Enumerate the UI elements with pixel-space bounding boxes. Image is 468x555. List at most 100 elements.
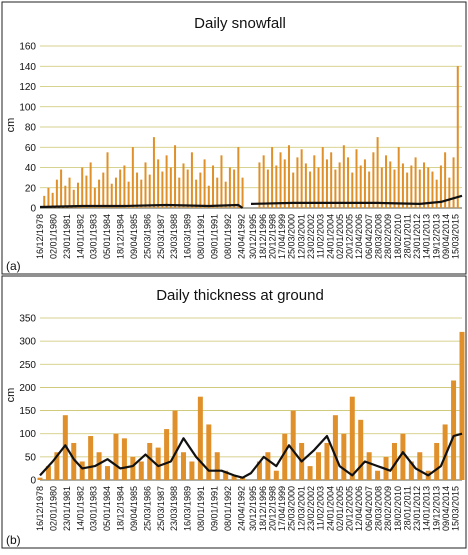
x-tick-label: 09/04/1985 — [129, 214, 139, 259]
snowfall-bar — [330, 152, 333, 208]
y-tick-label: 300 — [19, 337, 36, 348]
snowfall-bar — [397, 147, 400, 208]
thickness-bar — [459, 331, 465, 480]
snowfall-bar — [51, 192, 54, 208]
x-tick-label: 02/01/2005 — [335, 214, 345, 259]
x-tick-label: 25/03/2000 — [287, 486, 297, 531]
x-tick-label: 18/12/1996 — [258, 486, 268, 531]
snowfall-bar — [313, 155, 316, 208]
snowfall-bar — [152, 137, 155, 208]
x-tick-label: 28/02/2009 — [383, 486, 393, 531]
x-tick-label: 20/12/1998 — [267, 214, 277, 259]
snowfall-bar — [393, 169, 396, 208]
y-tick-label: 120 — [19, 82, 36, 93]
snowfall-bar — [334, 169, 337, 208]
snowfall-bar — [93, 187, 96, 208]
snowfall-bar — [279, 152, 282, 208]
snowfall-bar — [165, 155, 168, 208]
x-tick-label: 23/03/1988 — [169, 214, 179, 259]
x-tick-label: 28/03/2008 — [374, 214, 384, 259]
thickness-bar — [71, 442, 77, 480]
x-tick-label: 02/01/1980 — [48, 486, 58, 531]
thickness-bar — [197, 396, 203, 480]
snowfall-bar — [275, 165, 278, 208]
snowfall-bar — [64, 185, 67, 208]
snowfall-bar — [258, 162, 261, 208]
thickness-bar — [172, 410, 178, 480]
thickness-bar — [408, 461, 414, 480]
snowfall-bar — [456, 66, 459, 208]
snowfall-bar — [283, 159, 286, 208]
snowfall-bar — [47, 187, 50, 208]
thickness-bar — [256, 461, 262, 480]
y-tick-label: 100 — [19, 429, 36, 440]
snowfall-bar — [106, 152, 109, 208]
panel-b-xticks: 16/12/1978 02/01/1980 23/01/1981 14/01/1982… — [35, 486, 461, 531]
snowfall-bar — [338, 162, 341, 208]
x-tick-label: 23/01/2012 — [412, 486, 422, 531]
x-tick-label: 20/12/2005 — [345, 486, 355, 531]
x-tick-label: 08/01/1992 — [223, 214, 233, 259]
snowfall-bar — [203, 159, 206, 208]
snowfall-bar — [55, 179, 58, 208]
x-tick-label: 17/04/1999 — [277, 214, 287, 259]
thickness-bar — [324, 442, 330, 480]
x-tick-label: 09/01/1991 — [209, 214, 219, 259]
x-tick-label: 11/02/2003 — [316, 486, 326, 530]
x-tick-label: 09/04/2014 — [441, 486, 451, 531]
x-tick-label: 23/03/1988 — [169, 486, 179, 531]
snowfall-bar — [431, 171, 434, 208]
snowfall-bar — [380, 167, 383, 208]
y-tick-label: 160 — [19, 42, 36, 53]
x-tick-label: 06/04/2007 — [364, 214, 374, 259]
panel-a-label: (a) — [6, 259, 21, 273]
snowfall-bar — [131, 147, 134, 208]
thickness-bar — [138, 461, 144, 480]
x-tick-label: 25/03/2000 — [287, 214, 297, 259]
snowfall-bar — [452, 157, 455, 208]
y-tick-label: 0 — [30, 204, 36, 215]
thickness-bar — [147, 442, 153, 480]
x-tick-label: 16/12/1978 — [35, 486, 45, 531]
snowfall-bar — [317, 167, 320, 208]
x-tick-label: 08/01/1991 — [196, 214, 206, 259]
thickness-bar — [265, 452, 271, 480]
snowfall-bar — [68, 177, 71, 208]
snowfall-bar — [212, 165, 215, 208]
x-tick-label: 12/03/2001 — [296, 486, 306, 531]
panel-b-yticks: 0 50 100 150 200 250 300 350 — [19, 314, 36, 487]
x-tick-label: 18/02/2010 — [393, 486, 403, 531]
snowfall-bar — [237, 147, 240, 208]
x-tick-label: 02/01/1980 — [48, 214, 58, 259]
snowfall-bar — [207, 185, 210, 208]
snowfall-bar — [199, 172, 202, 208]
snowfall-bar — [401, 163, 404, 208]
snowfall-bar — [363, 159, 366, 208]
x-tick-label: 08/01/1991 — [196, 486, 206, 531]
snowfall-bar — [157, 159, 160, 208]
panel-b-title: Daily thickness at ground — [156, 287, 324, 304]
snowfall-bar — [325, 159, 328, 208]
panel-b-frame — [1, 275, 467, 549]
y-tick-label: 20 — [25, 183, 37, 194]
thickness-bar — [189, 461, 195, 480]
y-tick-label: 350 — [19, 314, 36, 325]
x-tick-label: 12/04/2006 — [354, 486, 364, 531]
panel-b-line — [39, 432, 463, 479]
x-tick-label: 16/03/1989 — [183, 214, 193, 259]
y-tick-label: 140 — [19, 62, 36, 73]
x-tick-label: 20/12/2005 — [345, 214, 355, 259]
x-tick-label: 24/04/1992 — [236, 486, 246, 531]
snowfall-bar — [448, 177, 451, 208]
x-tick-label: 09/04/2014 — [441, 214, 451, 259]
panel-a-ylabel: cm — [5, 118, 17, 133]
snowfall-bar — [216, 177, 219, 208]
thickness-bar — [332, 415, 338, 480]
snowfall-bar — [140, 179, 143, 208]
thickness-bar — [54, 452, 60, 480]
snowfall-bar — [178, 177, 181, 208]
snowfall-bar — [233, 169, 236, 208]
thickness-bar — [223, 470, 229, 480]
x-tick-label: 14/01/2013 — [422, 486, 432, 531]
